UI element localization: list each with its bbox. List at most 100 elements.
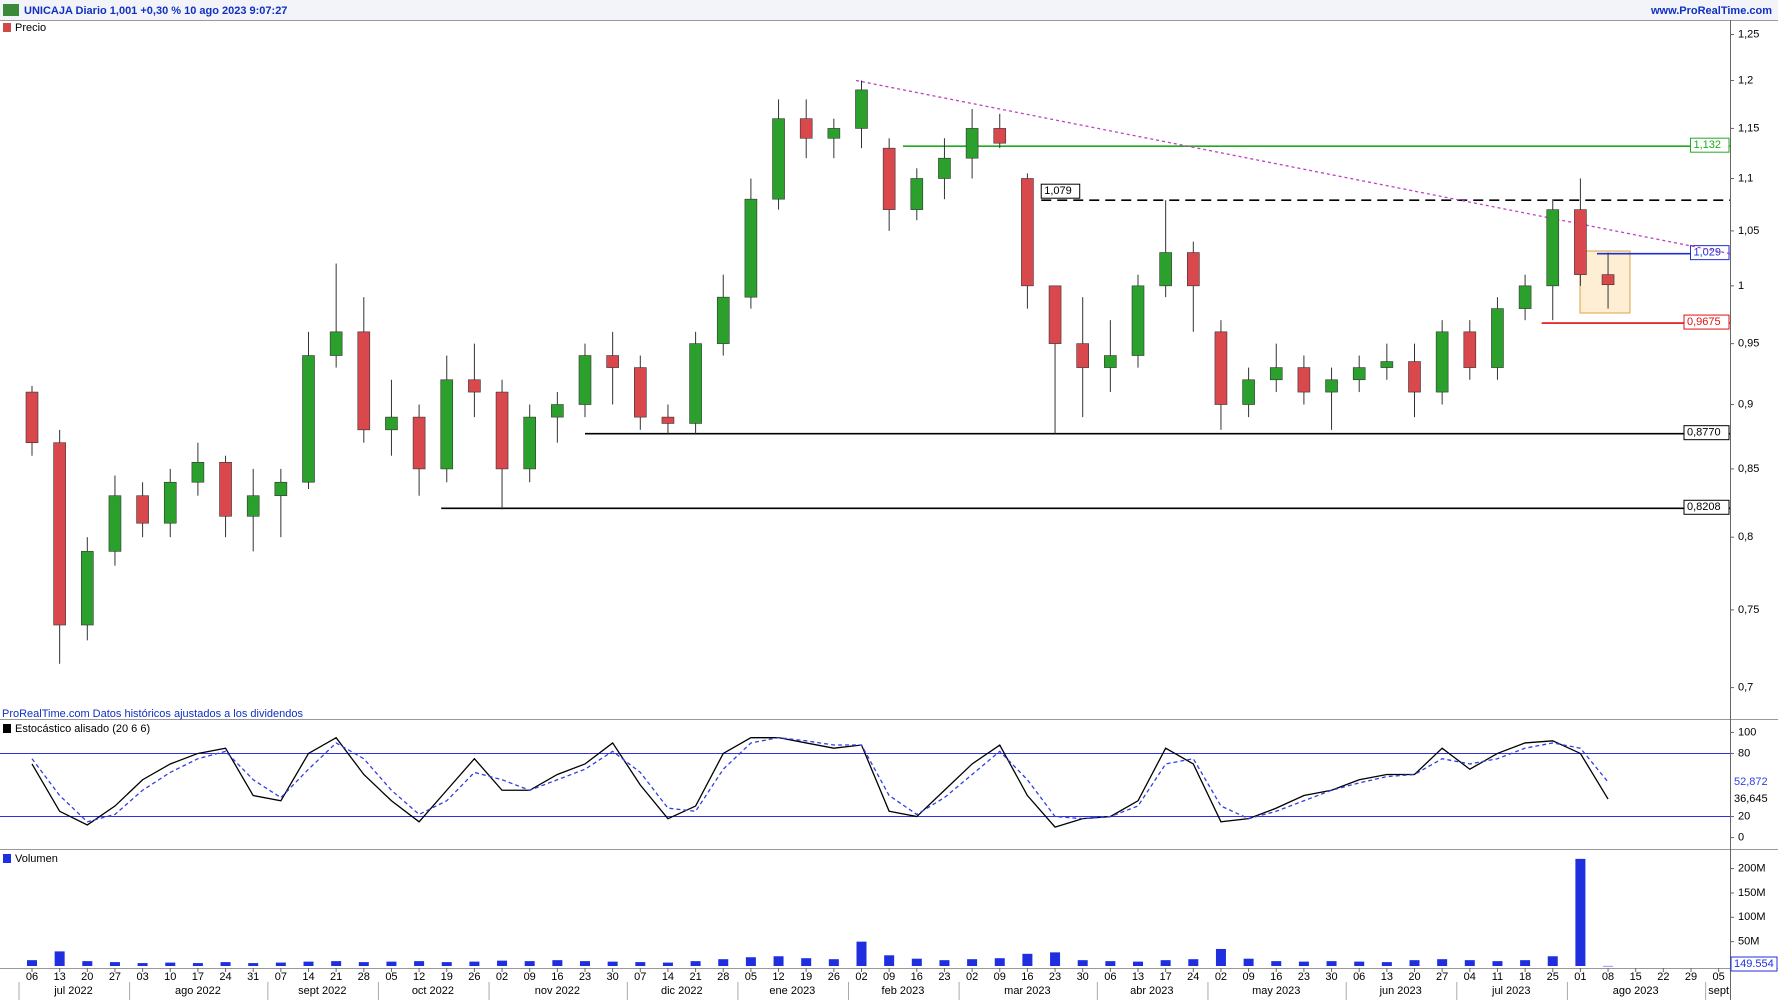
x-tick-label: 10 — [164, 971, 176, 983]
candle-body — [1048, 285, 1062, 344]
volume-bar — [358, 962, 369, 966]
x-tick-label: 20 — [81, 971, 93, 983]
level-label-box — [1690, 137, 1730, 153]
volume-bar — [109, 962, 120, 966]
candle-body — [136, 495, 149, 524]
level-label: 0,8770 — [1687, 427, 1721, 439]
month-label: abr 2023 — [1130, 985, 1173, 997]
x-tick-label: 02 — [496, 971, 508, 983]
volume-bar — [1520, 960, 1531, 966]
x-tick-label: 27 — [109, 971, 121, 983]
header-bar — [0, 0, 1778, 20]
x-tick-label: 02 — [966, 971, 978, 983]
month-label: jul 2023 — [1491, 985, 1531, 997]
candle-body — [882, 147, 896, 210]
candle-body — [1601, 274, 1615, 286]
x-tick-label: 26 — [468, 971, 480, 983]
x-tick-label: 13 — [54, 971, 66, 983]
volume-bar — [1160, 960, 1171, 966]
header-site[interactable]: www.ProRealTime.com — [1650, 5, 1772, 17]
volume-bar — [967, 959, 978, 966]
x-tick-label: 13 — [1132, 971, 1144, 983]
x-tick-label: 27 — [1436, 971, 1448, 983]
volume-bar — [745, 957, 756, 966]
month-label: may 2023 — [1252, 985, 1300, 997]
candle-body — [1574, 209, 1587, 275]
app-icon[interactable] — [3, 4, 19, 16]
volume-bar — [911, 958, 922, 966]
volume-bar — [386, 961, 397, 966]
month-label: feb 2023 — [882, 985, 925, 997]
volume-bar — [884, 955, 895, 966]
y-tick-label: 0,9 — [1738, 398, 1753, 410]
volume-bar — [1133, 961, 1143, 966]
x-tick-label: 07 — [275, 971, 287, 983]
volume-bar — [82, 961, 93, 966]
volume-bar — [856, 941, 867, 966]
candle-body — [1380, 361, 1394, 368]
x-tick-label: 26 — [828, 971, 840, 983]
stochastic-line — [31, 737, 1609, 823]
month-label: jul 2022 — [53, 985, 93, 997]
x-tick-label: 30 — [607, 971, 619, 983]
candle-body — [578, 355, 592, 405]
candle-body — [25, 391, 39, 444]
level-label-box — [1683, 314, 1730, 330]
x-tick-label: 24 — [1187, 971, 1199, 983]
level-label: 1,132 — [1694, 139, 1722, 151]
x-tick-label: 05 — [745, 971, 757, 983]
y-tick-label: 1,05 — [1738, 225, 1759, 237]
x-tick-label: 29 — [1685, 971, 1697, 983]
y-tick-label: 1,2 — [1738, 74, 1753, 86]
y-tick-label: 1 — [1738, 280, 1744, 292]
y-tick-label: 80 — [1738, 747, 1750, 759]
x-tick-label: 04 — [1464, 971, 1476, 983]
x-tick-label: 05 — [1713, 971, 1725, 983]
y-tick-label: 100M — [1738, 911, 1766, 923]
volume-bar — [580, 961, 590, 966]
legend-label: Estocástico alisado (20 6 6) — [15, 723, 150, 735]
volume-bar — [192, 963, 203, 966]
y-tick-label: 100 — [1738, 726, 1756, 738]
y-tick-label: 0 — [1738, 831, 1744, 843]
volume-bar — [441, 962, 452, 966]
volume-bar — [1050, 952, 1061, 966]
x-tick-label: 07 — [634, 971, 646, 983]
x-tick-label: 02 — [1215, 971, 1227, 983]
legend-swatch — [3, 724, 11, 733]
candle-body — [1546, 209, 1560, 287]
candle-body — [1076, 343, 1089, 368]
volume-bar — [497, 960, 508, 966]
x-tick-label: 25 — [1547, 971, 1559, 983]
candle-body — [689, 343, 702, 424]
candle-body — [661, 416, 675, 424]
volume-bar — [54, 951, 65, 966]
candle-body — [938, 157, 951, 179]
candle-body — [772, 118, 785, 200]
y-tick-label: 50M — [1738, 936, 1759, 948]
y-tick-label: 1,1 — [1738, 172, 1753, 184]
level-label: 1,079 — [1044, 185, 1072, 197]
candle-body — [827, 128, 841, 139]
volume-bar — [303, 961, 314, 966]
x-tick-label: 22 — [1657, 971, 1669, 983]
x-tick-label: 20 — [1408, 971, 1420, 983]
volume-bar — [994, 958, 1005, 966]
volume-bar — [275, 962, 286, 966]
candle-body — [81, 551, 94, 626]
volume-bar — [690, 961, 701, 966]
month-label: mar 2023 — [1004, 985, 1050, 997]
candle-body — [412, 416, 426, 470]
volume-bar — [1243, 958, 1254, 966]
x-tick-label: 16 — [1270, 971, 1282, 983]
last-value-box — [1731, 774, 1777, 789]
volume-bar — [1271, 961, 1282, 966]
legend-swatch — [3, 23, 11, 32]
level-label: 1,029 — [1694, 247, 1722, 259]
x-tick-label: 11 — [1492, 971, 1503, 983]
volume-bar — [1188, 959, 1199, 966]
x-tick-label: 23 — [579, 971, 591, 983]
volume-bar — [1437, 959, 1448, 966]
volume-bar — [1354, 961, 1365, 966]
